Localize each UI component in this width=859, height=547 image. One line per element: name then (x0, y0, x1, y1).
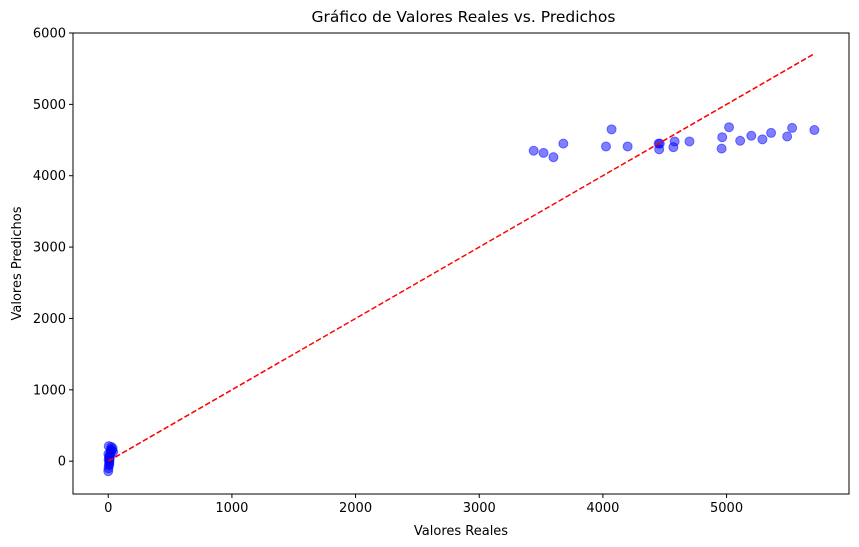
y-tick-label: 6000 (33, 27, 66, 42)
x-tick-label: 2000 (339, 501, 372, 516)
data-point (757, 134, 768, 145)
data-point (528, 145, 539, 156)
y-tick-label: 2000 (33, 312, 66, 327)
x-tick-label: 5000 (710, 501, 743, 516)
data-point (600, 141, 611, 152)
plot-frame (72, 32, 850, 495)
x-tick-label: 1000 (215, 501, 248, 516)
x-tick-label: 0 (104, 501, 112, 516)
data-point (809, 125, 820, 136)
data-point (622, 141, 633, 152)
y-tick-label: 5000 (33, 98, 66, 113)
data-point (787, 122, 798, 133)
y-tick-label: 3000 (33, 241, 66, 256)
data-point (103, 441, 114, 452)
data-point (558, 138, 569, 149)
chart-title: Gráfico de Valores Reales vs. Predichos (312, 8, 616, 26)
x-axis: 0 1000 2000 3000 4000 5000 (104, 494, 743, 516)
data-point (548, 152, 559, 163)
data-point (717, 132, 728, 143)
data-point (606, 124, 617, 135)
data-point (746, 130, 757, 141)
data-point (782, 131, 793, 142)
data-point (104, 459, 115, 470)
y-tick-label: 4000 (33, 169, 66, 184)
data-point (669, 136, 680, 147)
identity-reference-line (107, 53, 815, 462)
y-axis: 0 1000 2000 3000 4000 5000 6000 (33, 27, 73, 470)
data-point (538, 147, 549, 158)
data-point (724, 122, 735, 133)
data-point (684, 136, 695, 147)
y-tick-label: 1000 (33, 383, 66, 398)
y-tick-label: 0 (58, 455, 66, 470)
x-axis-label: Valores Reales (414, 524, 508, 539)
y-axis-label: Valores Predichos (10, 206, 25, 320)
data-point (716, 143, 727, 154)
data-point (735, 135, 746, 146)
x-tick-label: 3000 (463, 501, 496, 516)
x-tick-label: 4000 (586, 501, 619, 516)
data-point (766, 127, 777, 138)
